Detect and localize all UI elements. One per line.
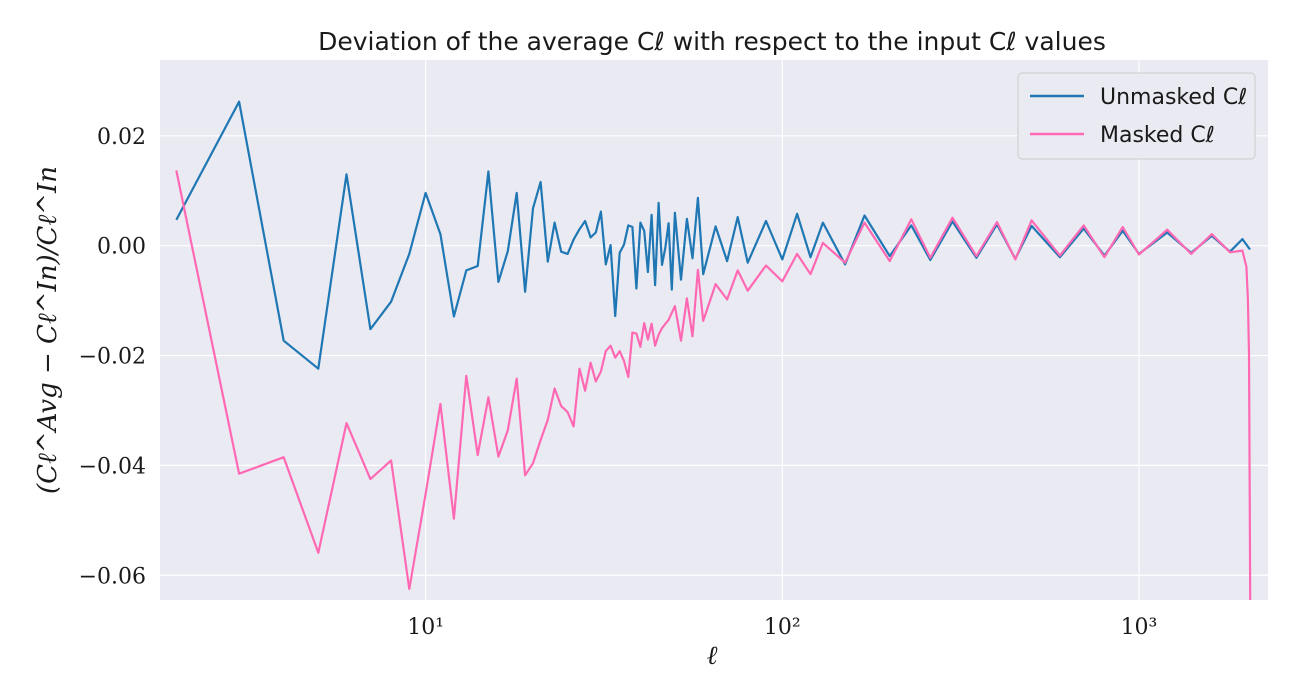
legend-label-unmasked: Unmasked Cℓ bbox=[1100, 85, 1247, 110]
y-tick-label: −0.04 bbox=[79, 454, 146, 479]
y-axis-label: (Cℓ^Avg − Cℓ^In)/Cℓ^In bbox=[33, 166, 63, 494]
series-line-masked bbox=[175, 170, 1252, 601]
x-tick-label: 10² bbox=[764, 615, 801, 640]
x-tick-label: 10³ bbox=[1121, 615, 1158, 640]
legend-box bbox=[1017, 72, 1256, 160]
chart-title: Deviation of the average Cℓ with respect… bbox=[318, 27, 1106, 56]
y-tick-label: −0.06 bbox=[79, 564, 146, 589]
y-tick-label: −0.02 bbox=[79, 345, 146, 370]
y-tick-labels: 0.02 0.00 −0.02 −0.04 −0.06 bbox=[79, 125, 146, 589]
series-layer bbox=[175, 100, 1252, 601]
y-tick-label: 0.02 bbox=[97, 125, 146, 150]
y-tick-label: 0.00 bbox=[97, 235, 146, 260]
legend: Unmasked Cℓ Masked Cℓ bbox=[1017, 72, 1256, 160]
x-axis-label: ℓ bbox=[707, 641, 718, 671]
x-tick-labels: 10¹ 10² 10³ bbox=[407, 615, 1157, 640]
legend-label-masked: Masked Cℓ bbox=[1100, 123, 1215, 148]
x-tick-label: 10¹ bbox=[407, 615, 444, 640]
